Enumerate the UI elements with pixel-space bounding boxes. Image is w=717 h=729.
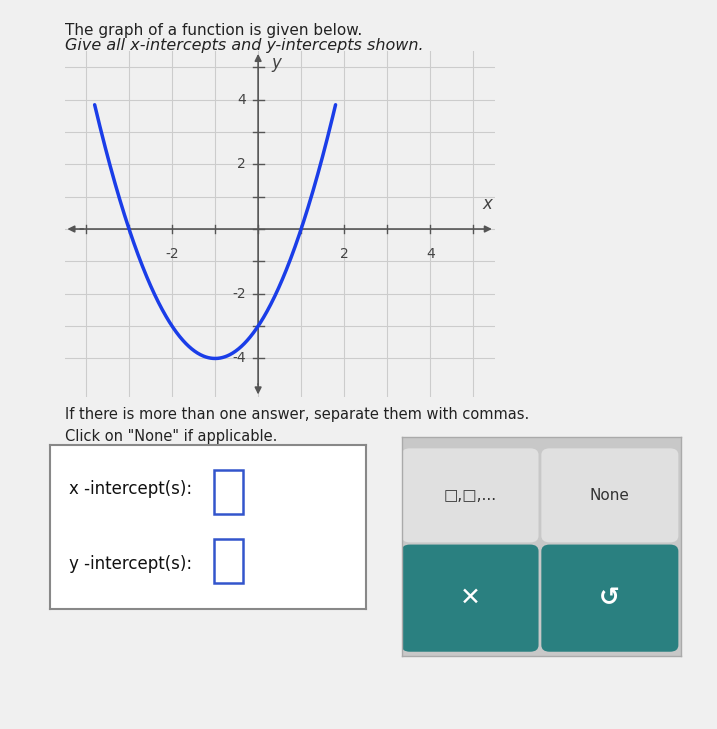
FancyBboxPatch shape xyxy=(402,545,538,652)
Bar xyxy=(214,539,242,583)
Text: The graph of a function is given below.: The graph of a function is given below. xyxy=(65,23,362,39)
FancyBboxPatch shape xyxy=(541,545,678,652)
Text: □,□,...: □,□,... xyxy=(444,488,497,503)
Text: If there is more than one answer, separate them with commas.: If there is more than one answer, separa… xyxy=(65,407,528,422)
Text: 2: 2 xyxy=(237,157,246,171)
Text: 4: 4 xyxy=(237,93,246,106)
Text: ↺: ↺ xyxy=(599,586,620,610)
FancyBboxPatch shape xyxy=(541,448,678,542)
Text: Click on "None" if applicable.: Click on "None" if applicable. xyxy=(65,429,277,444)
Text: -2: -2 xyxy=(232,286,246,301)
Text: x: x xyxy=(483,195,493,213)
Text: x -intercept(s):: x -intercept(s): xyxy=(69,480,192,498)
Text: y -intercept(s):: y -intercept(s): xyxy=(69,555,192,574)
Text: -4: -4 xyxy=(232,351,246,365)
Text: -2: -2 xyxy=(165,247,179,261)
Bar xyxy=(214,470,242,515)
Text: 2: 2 xyxy=(340,247,348,261)
Text: 4: 4 xyxy=(426,247,435,261)
Text: Give all x-intercepts and y-intercepts shown.: Give all x-intercepts and y-intercepts s… xyxy=(65,38,423,53)
FancyBboxPatch shape xyxy=(402,448,538,542)
Text: None: None xyxy=(590,488,630,503)
Text: ✕: ✕ xyxy=(460,586,480,610)
Text: y: y xyxy=(271,54,281,72)
